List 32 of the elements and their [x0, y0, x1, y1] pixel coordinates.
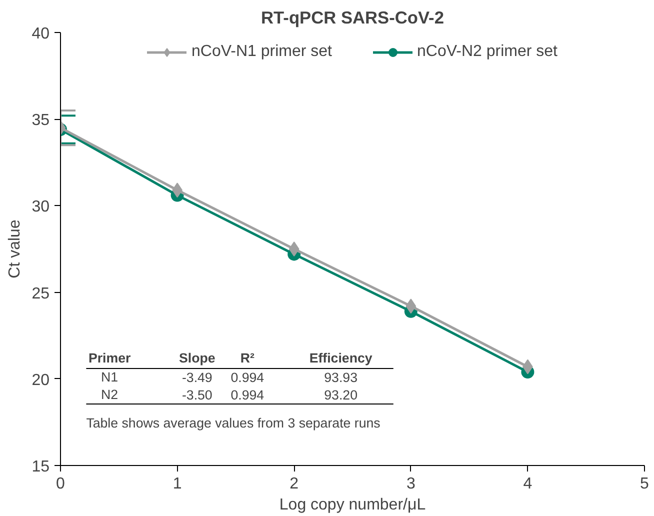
x-tick-label: 0 [56, 476, 66, 492]
y-tick-label: 20 [32, 372, 50, 389]
point [406, 298, 416, 314]
x-tick-label: 4 [523, 476, 532, 492]
y-axis-title: Ct value [6, 220, 24, 278]
x-tick-label: 1 [172, 476, 182, 492]
annotation: Efficiency [309, 350, 373, 366]
point [288, 242, 300, 256]
annotation: Slope [179, 350, 216, 366]
annotation: R² [240, 350, 255, 366]
annotation: Primer [88, 350, 131, 366]
annotation: -3.50 [182, 387, 212, 402]
y-tick-label: 15 [32, 458, 50, 476]
annotation: 0.994 [230, 387, 265, 402]
annotation: Table shows average values from 3 separate runs [86, 416, 381, 431]
annotation: 93.93 [324, 370, 358, 386]
y-tick-label: 30 [32, 198, 50, 216]
chart-title: RT-qPCR SARS-CoV-2 [261, 8, 444, 28]
x-axis-title: Log copy number/μL [279, 496, 426, 514]
y-tick-label: 25 [32, 285, 50, 302]
annotation: 0.994 [230, 370, 265, 386]
y-tick-label: 40 [32, 26, 50, 42]
annotation: N1 [101, 370, 118, 385]
annotation: -3.49 [182, 370, 212, 386]
y-tick-label: 35 [32, 112, 50, 130]
x-tick-label: 5 [640, 476, 650, 492]
annotation: N2 [101, 386, 118, 402]
legend-label: nCoV-N2 primer set [417, 43, 558, 61]
x-tick-label: 2 [290, 476, 299, 492]
annotation: 93.20 [324, 387, 358, 402]
legend-label: nCoV-N1 primer set [192, 43, 332, 61]
x-tick-label: 3 [406, 476, 416, 492]
